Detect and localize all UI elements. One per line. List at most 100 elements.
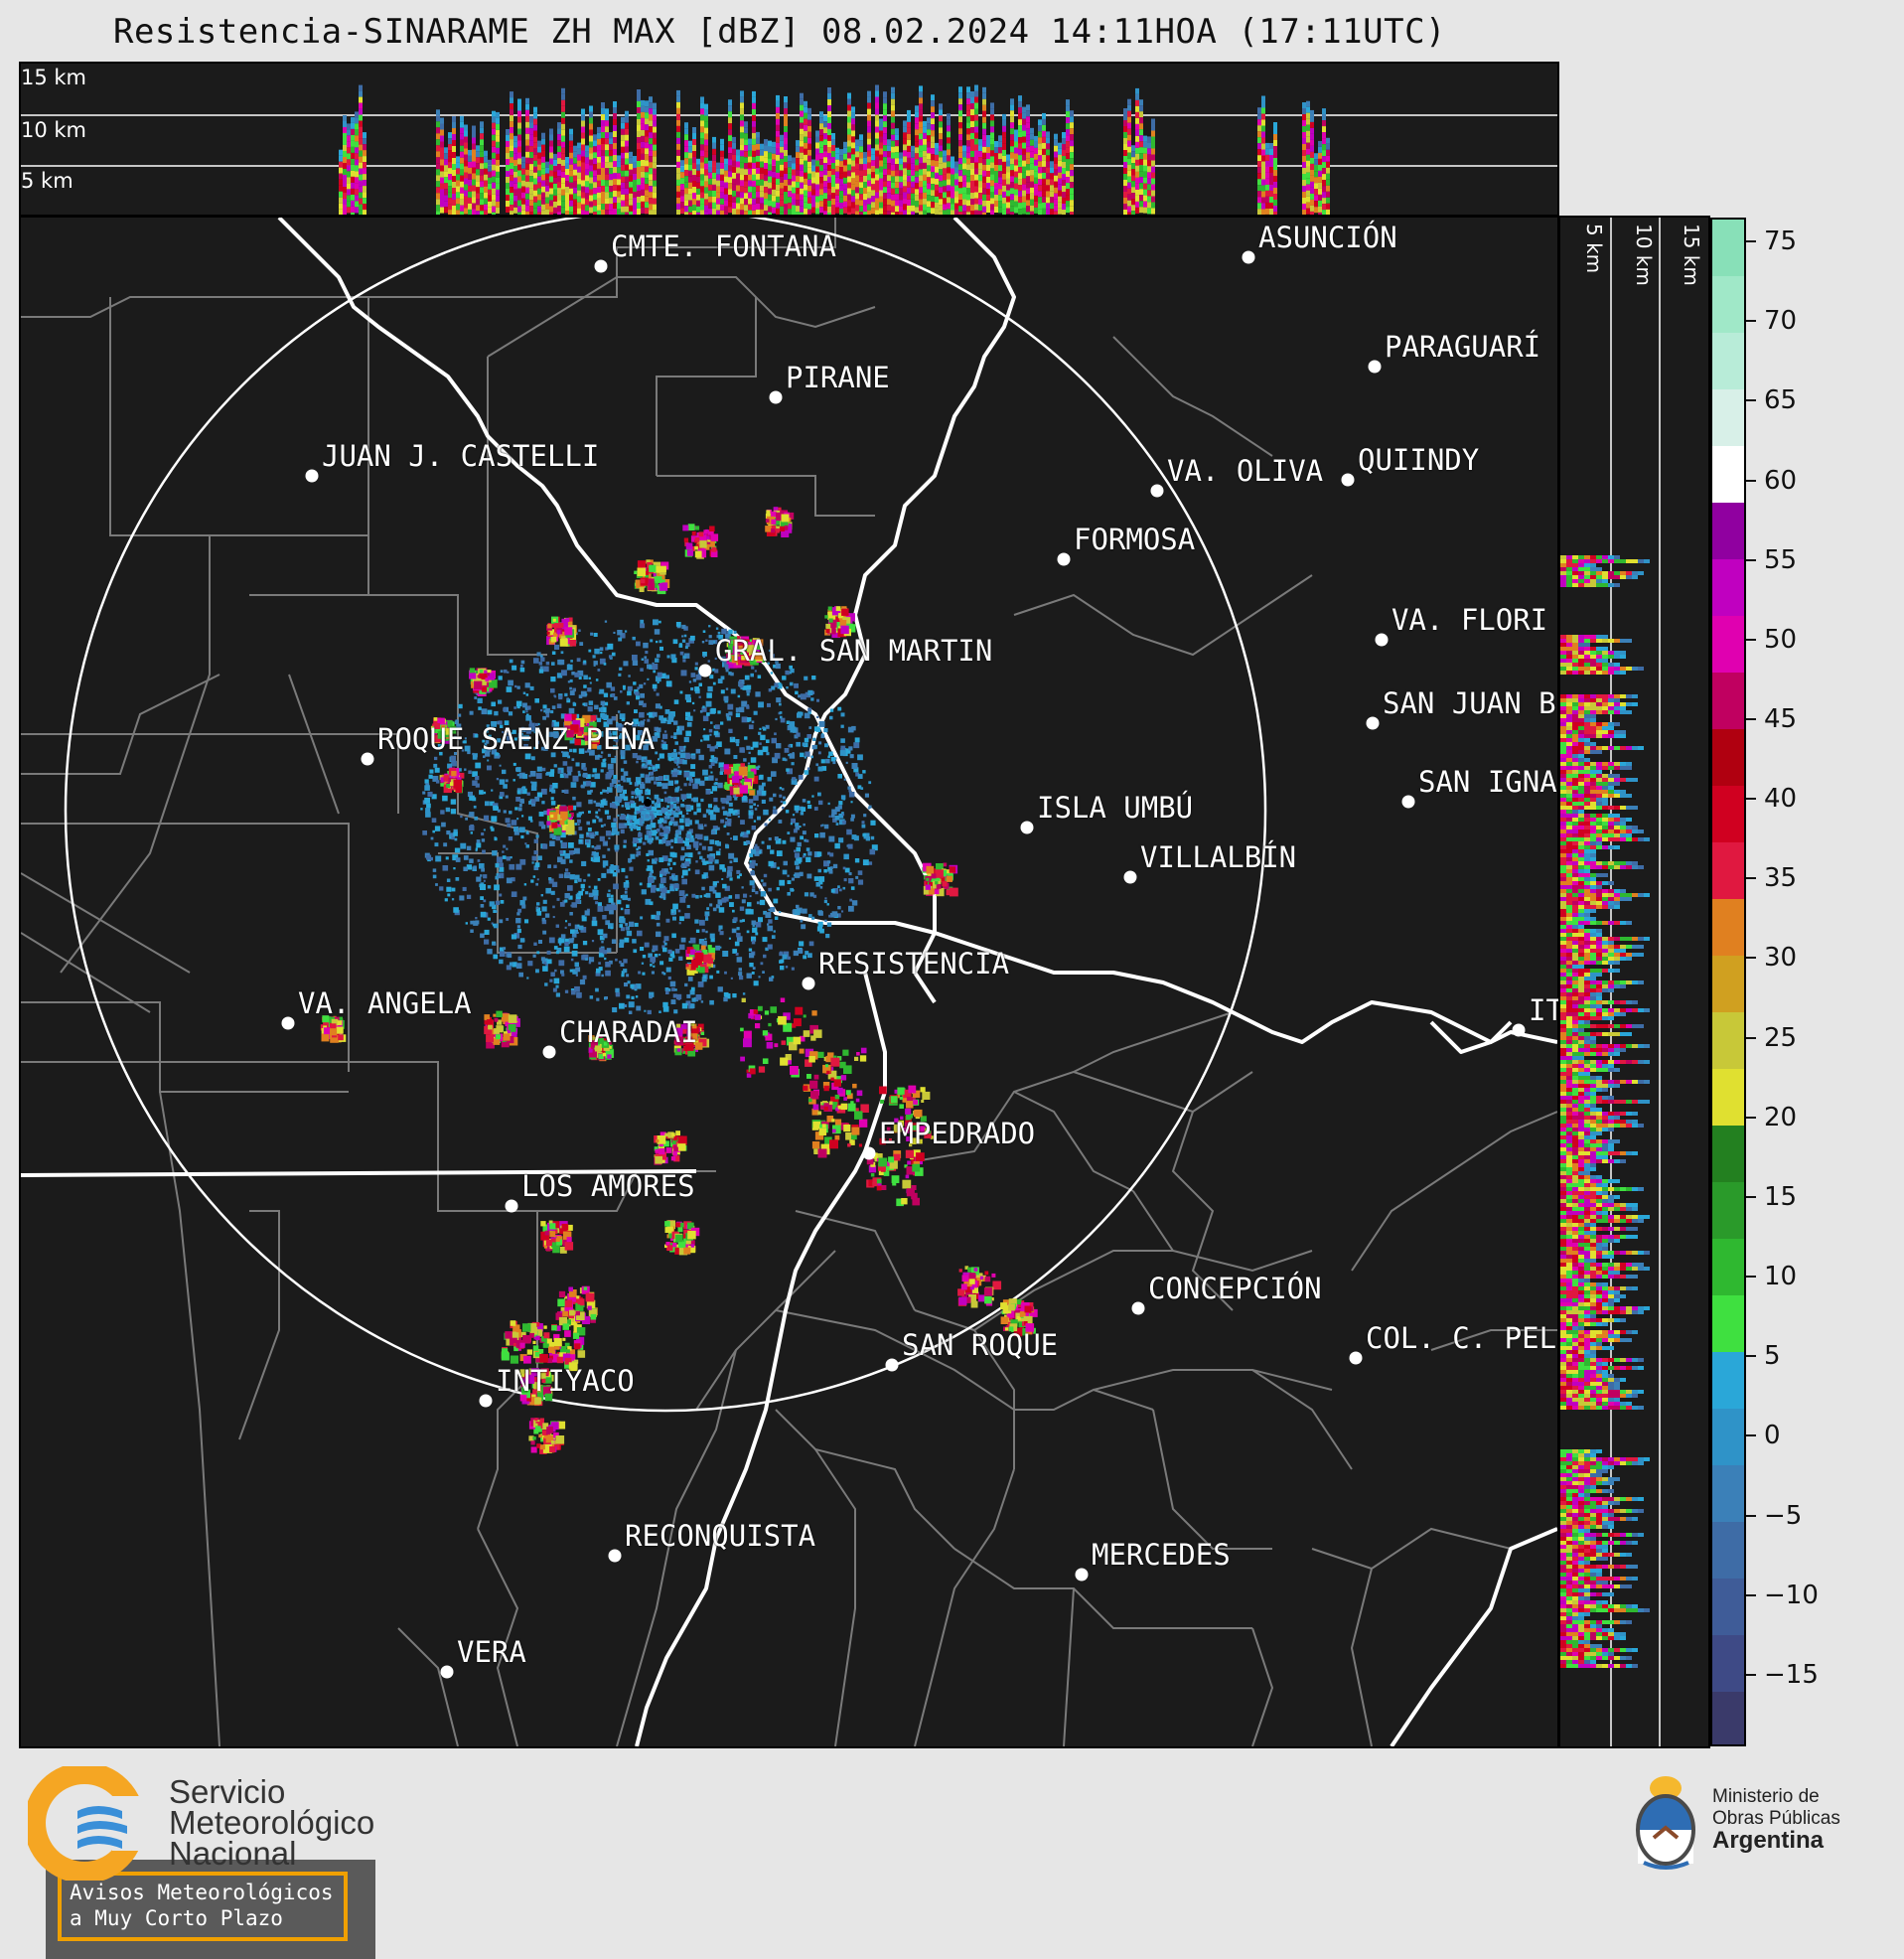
colorbar-segment — [1712, 786, 1744, 843]
city-marker-dot — [480, 1395, 493, 1408]
colorbar-tick-label: 30 — [1764, 943, 1797, 973]
colorbar-segment — [1712, 446, 1744, 504]
colorbar-tick — [1746, 1276, 1756, 1278]
colorbar-tick-label: −15 — [1764, 1660, 1819, 1690]
city-label: CONCEPCIÓN — [1148, 1272, 1322, 1305]
city-label: FORMOSA — [1074, 523, 1195, 556]
side-label-15km: 15 km — [1680, 224, 1703, 286]
smn-line-2: Meteorológico — [169, 1807, 374, 1838]
city-label: EMPEDRADO — [879, 1117, 1035, 1150]
colorbar-tick-label: 35 — [1764, 863, 1797, 893]
side-label-10km: 10 km — [1632, 224, 1656, 286]
colorbar-tick — [1746, 1117, 1756, 1119]
colorbar-tick — [1746, 639, 1756, 641]
city-marker-dot — [1243, 251, 1255, 264]
city-marker-dot — [362, 753, 374, 766]
colorbar-tick-label: 50 — [1764, 625, 1797, 655]
city-marker-dot — [282, 1017, 295, 1030]
admin-boundaries — [21, 218, 1557, 1746]
colorbar-segment — [1712, 1579, 1744, 1636]
city-marker-dot — [1058, 553, 1071, 566]
city-marker-dot — [1342, 474, 1355, 487]
city-marker-dot — [1369, 361, 1382, 374]
city-marker-dot — [1402, 796, 1415, 809]
city-label: SAN IGNA — [1418, 765, 1557, 799]
colorbar-tick — [1746, 1355, 1756, 1357]
colorbar-tick-label: −5 — [1764, 1501, 1802, 1531]
city-marker-dot — [699, 665, 712, 678]
colorbar-segment — [1712, 899, 1744, 957]
colorbar-tick-label: 75 — [1764, 226, 1797, 256]
city-label: VA. FLORI — [1391, 603, 1547, 637]
ministry-logo: Ministerio de Obras Públicas Argentina — [1629, 1768, 1897, 1878]
city-marker-dot — [595, 260, 608, 273]
colorbar-tick-label: 5 — [1764, 1341, 1781, 1371]
city-marker-dot — [1367, 717, 1380, 730]
city-marker-dot — [441, 1666, 454, 1679]
colorbar-segment — [1712, 503, 1744, 560]
city-label: CHARADAI — [559, 1015, 698, 1049]
colorbar-tick — [1746, 1594, 1756, 1596]
colorbar-tick-label: 60 — [1764, 466, 1797, 496]
colorbar-tick-label: 55 — [1764, 545, 1797, 575]
city-label: COL. C. PEL — [1366, 1321, 1556, 1355]
colorbar-tick-label: 65 — [1764, 385, 1797, 415]
colorbar-segment — [1712, 1126, 1744, 1183]
colorbar-tick — [1746, 1434, 1756, 1436]
colorbar-segment — [1712, 1635, 1744, 1693]
city-marker-dot — [543, 1046, 556, 1059]
side-label-5km: 5 km — [1582, 224, 1606, 273]
city-marker-dot — [770, 391, 783, 404]
colorbar-segment — [1712, 1295, 1744, 1353]
colorbar-segment — [1712, 1069, 1744, 1127]
colorbar-segment — [1712, 559, 1744, 617]
city-marker-dot — [1021, 822, 1034, 834]
city-label: LOS AMORES — [521, 1169, 695, 1203]
smn-line-1: Servicio — [169, 1776, 374, 1807]
height-label-15km: 15 km — [21, 66, 86, 89]
colorbar-segment — [1712, 1182, 1744, 1240]
city-label: RESISTENCIA — [818, 947, 1009, 980]
city-label: INTIYACO — [496, 1364, 635, 1398]
side-cross-section-panel: 5 km 10 km 15 km — [1558, 216, 1710, 1748]
colorbar-tick — [1746, 1515, 1756, 1517]
city-marker-dot — [1513, 1024, 1526, 1037]
smn-line-3: Nacional — [169, 1838, 374, 1869]
colorbar-segment — [1712, 1239, 1744, 1296]
city-marker-dot — [506, 1200, 518, 1213]
river-borders — [21, 218, 1557, 1746]
city-label: ISLA UMBÚ — [1037, 791, 1193, 825]
alert-line-2: a Muy Corto Plazo — [70, 1905, 336, 1931]
colorbar-segment — [1712, 1522, 1744, 1580]
city-marker-dot — [1076, 1569, 1089, 1582]
colorbar-tick-label: 0 — [1764, 1421, 1781, 1450]
colorbar-segment — [1712, 1409, 1744, 1466]
city-marker-dot — [1350, 1352, 1363, 1365]
colorbar-segment — [1712, 1012, 1744, 1070]
colorbar-tick — [1746, 877, 1756, 879]
city-marker-dot — [609, 1550, 622, 1563]
city-label: VA. ANGELA — [298, 986, 472, 1020]
city-label: VA. OLIVA — [1167, 454, 1323, 488]
colorbar-tick-label: 70 — [1764, 306, 1797, 336]
city-label: SAN ROQUE — [902, 1328, 1058, 1362]
colorbar-segment — [1712, 1692, 1744, 1746]
colorbar-tick — [1746, 399, 1756, 401]
colorbar-segment — [1712, 220, 1744, 277]
colorbar-tick-label: 15 — [1764, 1182, 1797, 1212]
height-label-5km: 5 km — [21, 169, 73, 193]
city-marker-dot — [863, 1147, 876, 1160]
city-marker-dot — [1376, 634, 1389, 647]
colorbar-tick-label: −10 — [1764, 1581, 1819, 1610]
city-label: SAN JUAN B — [1383, 686, 1556, 720]
colorbar-tick — [1746, 957, 1756, 959]
colorbar-segment — [1712, 842, 1744, 900]
colorbar-segment — [1712, 729, 1744, 787]
colorbar-tick — [1746, 798, 1756, 800]
smn-logo: Servicio Meteorológico Nacional — [28, 1766, 425, 1885]
ministry-line-3: Argentina — [1712, 1830, 1840, 1852]
colorbar-tick — [1746, 559, 1756, 561]
city-label: JUAN J. CASTELLI — [322, 439, 599, 473]
colorbar-segment — [1712, 956, 1744, 1013]
